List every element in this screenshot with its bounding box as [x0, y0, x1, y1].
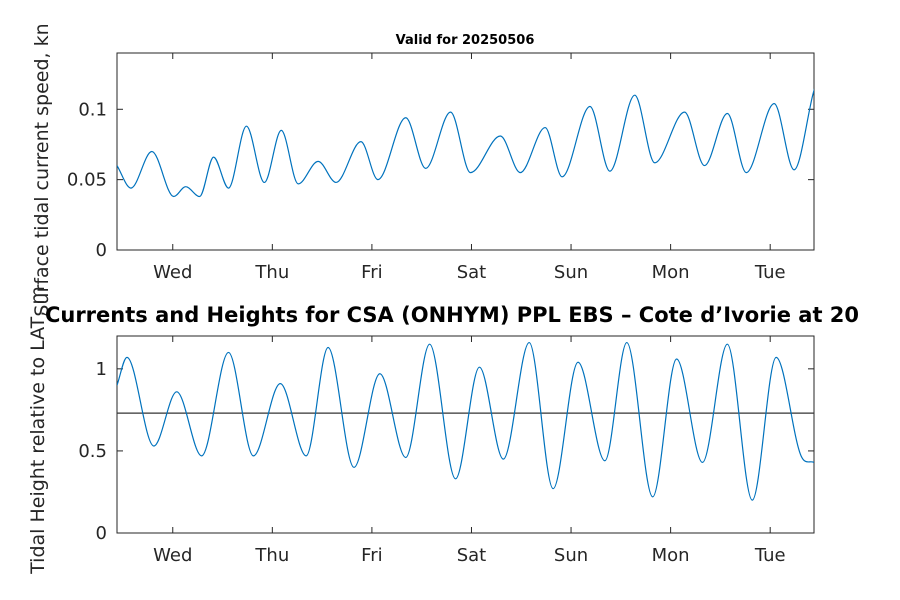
- tidal-height-panel: Wed Thu Fri Sat Sun Mon Tue 00.51 Currents and…: [27, 286, 859, 575]
- tidal-height-y-axis-label: Tidal Height relative to LAT, m: [27, 286, 49, 575]
- tidal-height-y-tick-label: 0: [96, 523, 107, 544]
- current-speed-x-tick-label: Tue: [754, 262, 786, 283]
- tidal-height-x-tick-label: Sun: [554, 545, 588, 566]
- tidal-height-x-tick-label: Sat: [457, 545, 487, 566]
- current-speed-y-tick-label: 0.05: [67, 170, 107, 191]
- tidal-height-x-tick-label: Thu: [254, 545, 289, 566]
- tidal-height-x-tick-label: Fri: [361, 545, 382, 566]
- current-speed-x-tick-label: Mon: [652, 262, 690, 283]
- tidal-height-y-tick-label: 1: [96, 359, 107, 380]
- tidal-height-y-tick-label: 0.5: [78, 441, 107, 462]
- current-speed-y-tick-labels: 0 0.05 0.1: [67, 99, 107, 261]
- current-speed-x-tick-label: Wed: [153, 262, 192, 283]
- tidal-height-x-tick-label: Wed: [153, 545, 192, 566]
- tidal-height-title: Currents and Heights for CSA (ONHYM) PPL…: [45, 303, 859, 327]
- current-speed-y-tick-label: 0: [96, 240, 107, 261]
- tidal-height-x-tick-label: Tue: [754, 545, 786, 566]
- current-speed-axes-box: [116, 52, 815, 251]
- current-speed-panel: Wed Thu Fri Sat Sun Mon Tue 0 0.05 0.1 Valid for…: [31, 23, 815, 317]
- current-speed-line: [117, 88, 814, 198]
- tidal-height-x-tick-labels: Wed Thu Fri Sat Sun Mon Tue: [153, 545, 785, 566]
- current-speed-y-axis-label: Surface tidal current speed, kn: [31, 23, 53, 316]
- current-speed-x-tick-label: Thu: [254, 262, 289, 283]
- current-speed-tick-marks: [117, 53, 814, 251]
- tidal-height-tick-marks: [117, 336, 814, 534]
- current-speed-x-tick-label: Fri: [361, 262, 382, 283]
- current-speed-title: Valid for 20250506: [396, 33, 535, 48]
- current-speed-x-tick-label: Sat: [457, 262, 487, 283]
- tidal-height-x-tick-label: Mon: [652, 545, 690, 566]
- current-speed-x-tick-label: Sun: [554, 262, 588, 283]
- tidal-height-line: [117, 341, 814, 501]
- tidal-height-y-tick-labels: 00.51: [78, 359, 107, 544]
- current-speed-x-tick-labels: Wed Thu Fri Sat Sun Mon Tue: [153, 262, 785, 283]
- current-speed-y-tick-label: 0.1: [78, 99, 107, 120]
